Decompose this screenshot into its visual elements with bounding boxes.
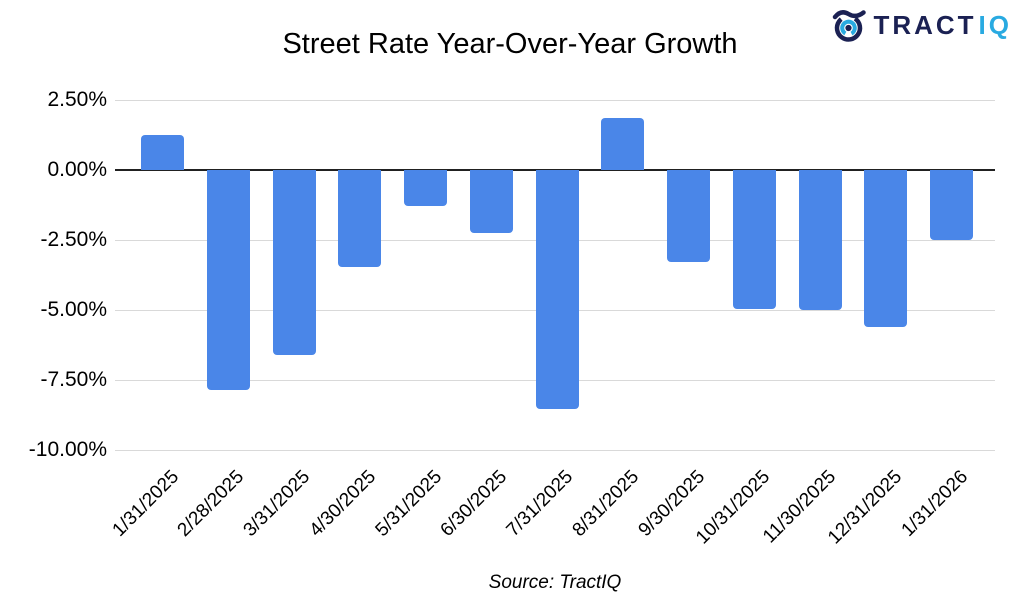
x-axis-tick-label: 3/31/2025 [239,466,315,541]
x-axis-tick-label: 12/31/2025 [823,466,906,549]
bar [732,170,776,309]
plot-area [115,100,995,451]
y-axis-tick-label: 0.00% [47,158,107,181]
logo-text-iq: IQ [978,10,1012,40]
bar [601,118,645,170]
bar [469,170,513,233]
bar [141,135,184,170]
y-axis-tick-label: -5.00% [40,298,107,321]
bar [667,170,710,263]
y-axis-tick-label: 2.50% [47,88,107,111]
bar [338,170,382,267]
x-axis-tick-label: 4/30/2025 [305,466,380,541]
x-axis-tick-label: 5/31/2025 [371,466,446,541]
gridline [115,100,995,101]
x-axis-tick-label: 1/31/2026 [897,466,972,541]
source-caption: Source: TractIQ [488,572,622,593]
y-axis-tick-label: -7.50% [40,368,107,391]
y-axis-tick-label: -10.00% [28,438,107,461]
x-axis-tick-label: 1/31/2025 [108,466,183,541]
logo-wordmark: TRACTIQ [873,8,1012,42]
x-axis-tick-label: 8/31/2025 [568,466,643,541]
x-axis-tick-label: 7/31/2025 [502,466,578,541]
gridline [115,450,995,451]
tractiq-logo: TRACTIQ [832,7,1012,43]
bar [864,170,908,327]
chart-title: Street Rate Year-Over-Year Growth [282,28,738,60]
tractiq-target-icon [832,7,867,43]
bar [272,170,316,355]
bar [404,170,447,207]
x-axis-tick-label: 10/31/2025 [692,466,775,549]
bar [798,170,842,310]
x-axis-tick-label: 6/30/2025 [436,466,512,541]
x-axis-tick-label: 9/30/2025 [634,466,709,541]
logo-text-tract: TRACT [873,10,977,40]
bar [930,170,973,240]
x-axis-tick-label: 2/28/2025 [173,466,249,541]
bar [206,170,250,390]
bar [535,170,579,410]
y-axis-tick-label: -2.50% [40,228,107,251]
x-axis-tick-label: 11/30/2025 [759,466,841,548]
